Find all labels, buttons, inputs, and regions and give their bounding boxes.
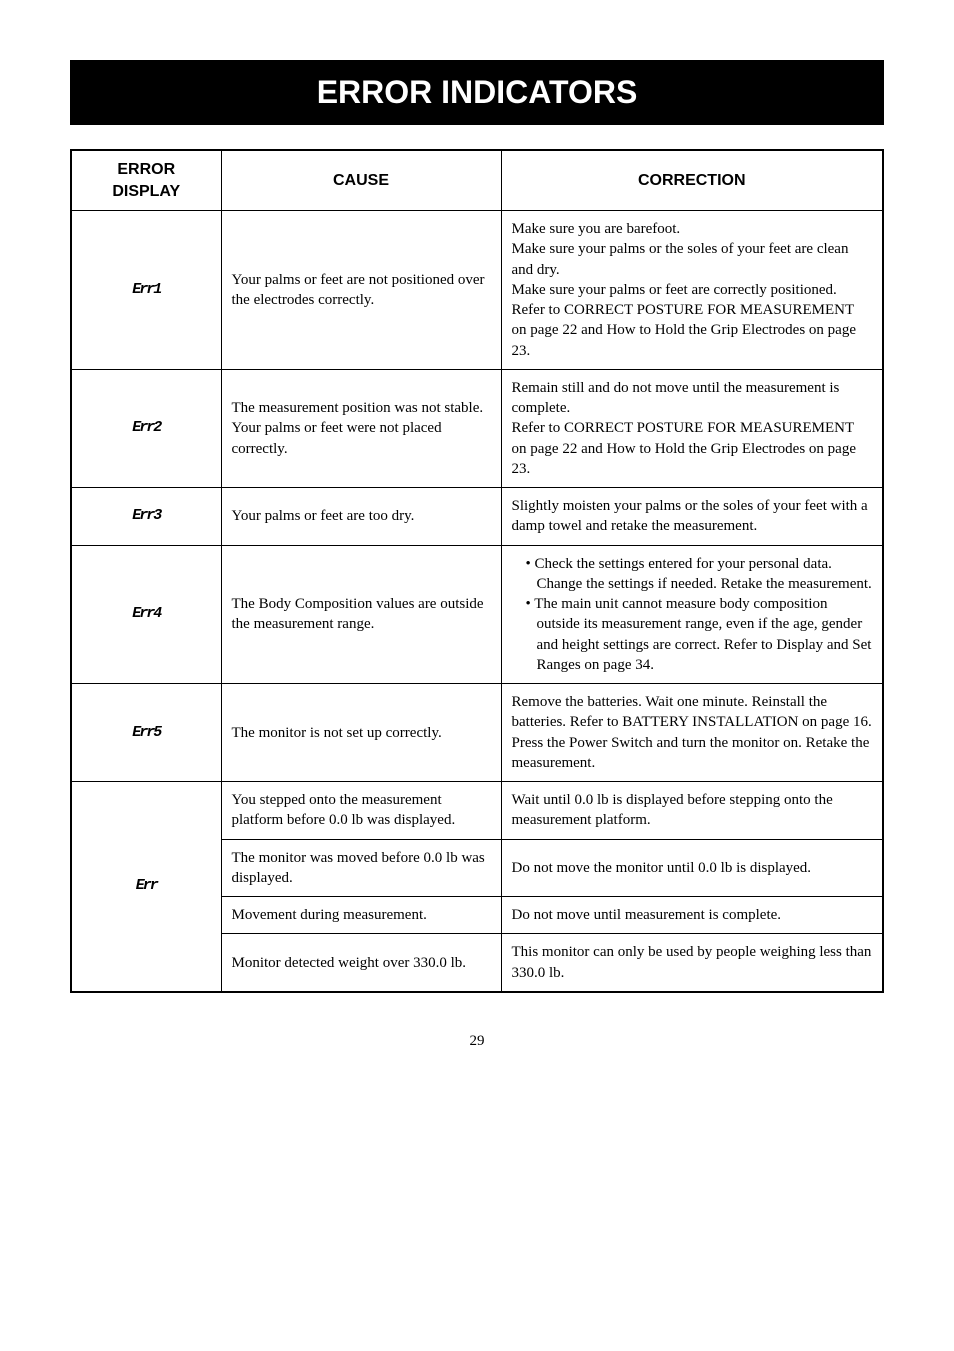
page-title: ERROR INDICATORS bbox=[70, 60, 884, 125]
err4-glyph: Err4 bbox=[71, 545, 221, 684]
header-correction: CORRECTION bbox=[501, 150, 883, 211]
err1-cause: Your palms or feet are not positioned ov… bbox=[221, 211, 501, 370]
table-row: Err2 The measurement position was not st… bbox=[71, 369, 883, 487]
page-number: 29 bbox=[70, 1033, 884, 1050]
err3-cause: Your palms or feet are too dry. bbox=[221, 488, 501, 546]
err1-correction: Make sure you are barefoot.Make sure you… bbox=[501, 211, 883, 370]
err-sub-correction: Do not move until measurement is complet… bbox=[501, 897, 883, 934]
err-sub-cause: You stepped onto the measurement platfor… bbox=[221, 782, 501, 840]
err-glyph: Err bbox=[71, 782, 221, 992]
header-display: ERROR DISPLAY bbox=[71, 150, 221, 211]
err2-cause: The measurement position was not stable.… bbox=[221, 369, 501, 487]
err4-correction: Check the settings entered for your pers… bbox=[501, 545, 883, 684]
err4-correction-item: Check the settings entered for your pers… bbox=[526, 554, 873, 595]
err-sub-cause: The monitor was moved before 0.0 lb was … bbox=[221, 839, 501, 897]
table-header-row: ERROR DISPLAY CAUSE CORRECTION bbox=[71, 150, 883, 211]
err2-glyph: Err2 bbox=[71, 369, 221, 487]
table-row: Err4 The Body Composition values are out… bbox=[71, 545, 883, 684]
err5-cause: The monitor is not set up correctly. bbox=[221, 684, 501, 782]
table-row: Err You stepped onto the measurement pla… bbox=[71, 782, 883, 840]
err4-cause: The Body Composition values are outside … bbox=[221, 545, 501, 684]
err4-correction-item: The main unit cannot measure body compos… bbox=[526, 594, 873, 675]
err-sub-correction: Do not move the monitor until 0.0 lb is … bbox=[501, 839, 883, 897]
header-cause: CAUSE bbox=[221, 150, 501, 211]
err1-glyph: Err1 bbox=[71, 211, 221, 370]
err3-correction: Slightly moisten your palms or the soles… bbox=[501, 488, 883, 546]
err3-glyph: Err3 bbox=[71, 488, 221, 546]
err-sub-correction: This monitor can only be used by people … bbox=[501, 934, 883, 992]
err5-correction: Remove the batteries. Wait one minute. R… bbox=[501, 684, 883, 782]
err2-correction: Remain still and do not move until the m… bbox=[501, 369, 883, 487]
err-sub-cause: Monitor detected weight over 330.0 lb. bbox=[221, 934, 501, 992]
err5-glyph: Err5 bbox=[71, 684, 221, 782]
table-row: Err5 The monitor is not set up correctly… bbox=[71, 684, 883, 782]
table-row: Err1 Your palms or feet are not position… bbox=[71, 211, 883, 370]
table-row: Err3 Your palms or feet are too dry. Sli… bbox=[71, 488, 883, 546]
error-table: ERROR DISPLAY CAUSE CORRECTION Err1 Your… bbox=[70, 149, 884, 993]
err-sub-cause: Movement during measurement. bbox=[221, 897, 501, 934]
err-sub-correction: Wait until 0.0 lb is displayed before st… bbox=[501, 782, 883, 840]
